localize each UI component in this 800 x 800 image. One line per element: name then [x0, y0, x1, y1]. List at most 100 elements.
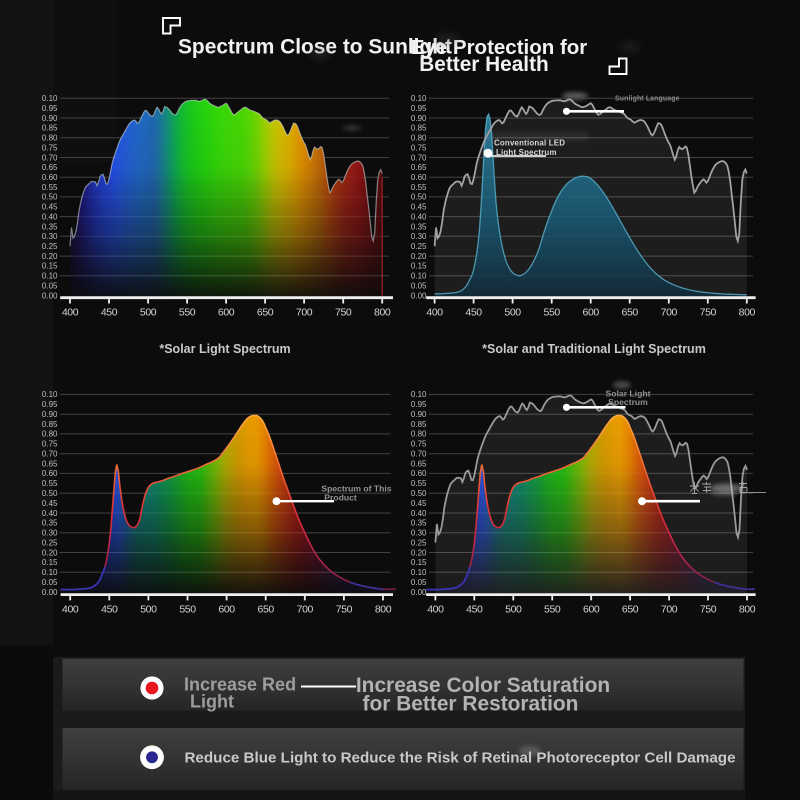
svg-text:0.10: 0.10 — [411, 94, 427, 103]
svg-text:0.10: 0.10 — [42, 272, 58, 281]
svg-text:0.05: 0.05 — [411, 281, 427, 290]
svg-text:0.90: 0.90 — [411, 410, 427, 419]
svg-text:0.80: 0.80 — [42, 430, 58, 439]
svg-text:Spectrum Close to Sunlight: Spectrum Close to Sunlight — [178, 36, 452, 59]
svg-text:0.85: 0.85 — [42, 420, 58, 429]
svg-text:0.70: 0.70 — [411, 153, 427, 162]
svg-text:650: 650 — [622, 604, 639, 616]
svg-text:0.10: 0.10 — [42, 94, 58, 103]
svg-text:0.10: 0.10 — [411, 390, 427, 399]
svg-text:0.95: 0.95 — [411, 104, 427, 113]
svg-text:650: 650 — [258, 604, 275, 616]
svg-text:700: 700 — [297, 604, 314, 616]
svg-text:0.25: 0.25 — [411, 242, 427, 251]
svg-text:400: 400 — [427, 604, 444, 616]
svg-text:800: 800 — [739, 604, 756, 616]
svg-text:0.85: 0.85 — [411, 420, 427, 429]
svg-text:0.85: 0.85 — [42, 124, 58, 133]
svg-text:Increase Red: Increase Red — [184, 675, 296, 695]
svg-text:0.55: 0.55 — [411, 479, 427, 488]
svg-text:0.80: 0.80 — [411, 134, 427, 143]
svg-text:0.05: 0.05 — [411, 578, 427, 587]
svg-text:0.40: 0.40 — [42, 212, 58, 221]
svg-text:0.65: 0.65 — [42, 459, 58, 468]
svg-text:0.90: 0.90 — [411, 114, 427, 123]
svg-text:Better Health: Better Health — [419, 53, 548, 76]
svg-text:0.80: 0.80 — [42, 134, 58, 143]
svg-text:0.10: 0.10 — [42, 568, 58, 577]
svg-text:450: 450 — [101, 604, 118, 616]
svg-text:0.20: 0.20 — [42, 252, 58, 261]
svg-text:0.60: 0.60 — [411, 469, 427, 478]
svg-text:0.20: 0.20 — [411, 548, 427, 557]
svg-text:0.05: 0.05 — [42, 281, 58, 290]
svg-text:0.00: 0.00 — [42, 291, 58, 300]
svg-text:0.10: 0.10 — [42, 390, 58, 399]
svg-text:0.45: 0.45 — [42, 499, 58, 508]
svg-text:800: 800 — [375, 604, 392, 616]
svg-text:*Solar and Traditional Light S: *Solar and Traditional Light Spectrum — [482, 342, 706, 356]
svg-text:0.05: 0.05 — [42, 578, 58, 587]
svg-text:Product: Product — [324, 493, 357, 503]
svg-text:0.60: 0.60 — [42, 173, 58, 182]
svg-text:600: 600 — [218, 307, 235, 319]
svg-text:650: 650 — [257, 307, 274, 319]
svg-text:0.90: 0.90 — [42, 114, 58, 123]
svg-text:0.75: 0.75 — [411, 440, 427, 449]
svg-text:400: 400 — [62, 604, 79, 616]
svg-text:0.75: 0.75 — [42, 440, 58, 449]
svg-text:650: 650 — [622, 307, 639, 319]
svg-text:0.70: 0.70 — [42, 153, 58, 162]
svg-text:0.95: 0.95 — [42, 400, 58, 409]
svg-text:0.00: 0.00 — [411, 588, 427, 597]
svg-text:0.75: 0.75 — [411, 143, 427, 152]
svg-text:750: 750 — [335, 307, 352, 319]
svg-text:*Solar Light Spectrum: *Solar Light Spectrum — [159, 342, 290, 356]
svg-text:700: 700 — [296, 307, 313, 319]
svg-text:0.75: 0.75 — [42, 143, 58, 152]
svg-text:Spectrum of This: Spectrum of This — [321, 484, 391, 494]
svg-text:Light Spectrum: Light Spectrum — [496, 148, 557, 157]
svg-text:700: 700 — [661, 307, 678, 319]
svg-text:400: 400 — [426, 307, 443, 319]
svg-text:500: 500 — [505, 604, 522, 616]
svg-text:0.30: 0.30 — [411, 232, 427, 241]
svg-text:0.70: 0.70 — [411, 450, 427, 459]
svg-text:0.50: 0.50 — [411, 193, 427, 202]
svg-text:600: 600 — [583, 307, 600, 319]
svg-text:0.20: 0.20 — [42, 548, 58, 557]
svg-text:0.50: 0.50 — [42, 489, 58, 498]
svg-text:0.55: 0.55 — [42, 479, 58, 488]
svg-text:Conventional LED: Conventional LED — [494, 139, 565, 148]
svg-text:Light: Light — [190, 692, 234, 712]
svg-text:450: 450 — [101, 307, 118, 319]
svg-text:500: 500 — [504, 307, 521, 319]
svg-text:800: 800 — [739, 307, 756, 319]
svg-text:450: 450 — [465, 307, 482, 319]
svg-text:0.40: 0.40 — [411, 509, 427, 518]
svg-text:0.35: 0.35 — [411, 222, 427, 231]
svg-text:0.85: 0.85 — [411, 124, 427, 133]
svg-text:0.40: 0.40 — [42, 509, 58, 518]
svg-text:500: 500 — [140, 604, 157, 616]
svg-text:750: 750 — [700, 604, 717, 616]
svg-text:0.10: 0.10 — [411, 272, 427, 281]
svg-text:700: 700 — [661, 604, 678, 616]
svg-text:0.90: 0.90 — [42, 410, 58, 419]
svg-text:0.65: 0.65 — [411, 163, 427, 172]
svg-text:0.25: 0.25 — [42, 538, 58, 547]
svg-text:0.10: 0.10 — [411, 568, 427, 577]
svg-text:400: 400 — [62, 307, 79, 319]
svg-text:750: 750 — [336, 604, 353, 616]
svg-text:0.40: 0.40 — [411, 212, 427, 221]
svg-text:0.45: 0.45 — [42, 203, 58, 212]
svg-text:600: 600 — [583, 604, 600, 616]
svg-text:0.20: 0.20 — [411, 252, 427, 261]
svg-text:0.30: 0.30 — [411, 529, 427, 538]
svg-text:550: 550 — [179, 307, 196, 319]
svg-text:0.60: 0.60 — [42, 469, 58, 478]
svg-text:0.50: 0.50 — [42, 193, 58, 202]
svg-text:0.50: 0.50 — [411, 489, 427, 498]
svg-text:for Better Restoration: for Better Restoration — [363, 693, 579, 716]
svg-text:0.30: 0.30 — [42, 232, 58, 241]
